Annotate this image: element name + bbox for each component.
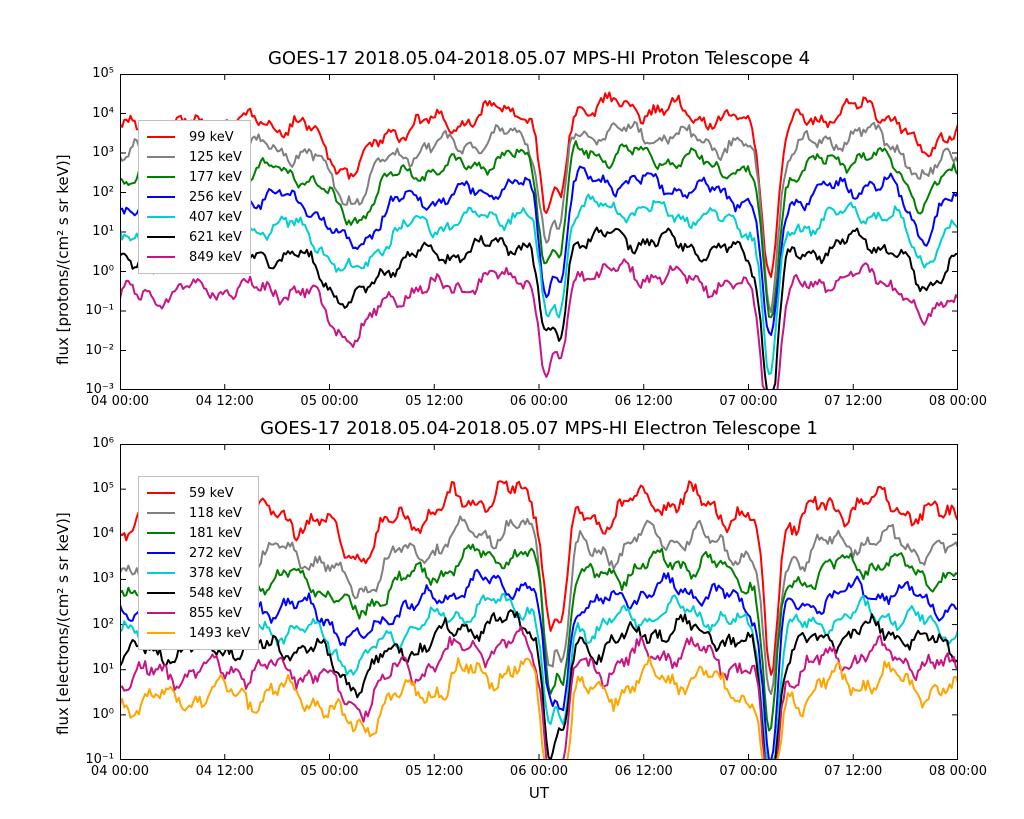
- legend-item: 849 keV: [147, 247, 242, 267]
- ytick-label: 10⁻¹: [72, 303, 114, 318]
- proton-panel: GOES-17 2018.05.04-2018.05.07 MPS-HI Pro…: [120, 74, 958, 390]
- legend-label: 256 keV: [189, 190, 242, 205]
- legend-label: 1493 keV: [189, 626, 250, 641]
- proton-ylabel: flux [protons/(cm² s sr keV)]: [54, 154, 72, 365]
- legend-swatch: [147, 176, 175, 178]
- legend-item: 621 keV: [147, 227, 242, 247]
- legend-item: 99 keV: [147, 127, 242, 147]
- xtick-label: 07 00:00: [709, 394, 789, 409]
- ytick-label: 10⁵: [72, 66, 114, 81]
- legend-swatch: [147, 592, 175, 594]
- legend-item: 855 keV: [147, 603, 250, 623]
- ytick-label: 10⁻²: [72, 343, 114, 358]
- ytick-label: 10⁰: [72, 707, 114, 722]
- figure: GOES-17 2018.05.04-2018.05.07 MPS-HI Pro…: [0, 0, 1024, 819]
- electron-legend: 59 keV 118 keV 181 keV 272 keV 378 keV 548 ke…: [138, 476, 259, 650]
- ytick-label: 10⁰: [72, 264, 114, 279]
- xtick-label: 06 00:00: [499, 394, 579, 409]
- ytick-label: 10⁵: [72, 481, 114, 496]
- ytick-label: 10²: [72, 185, 114, 200]
- series-line: [120, 259, 958, 390]
- ytick-label: 10¹: [72, 224, 114, 239]
- legend-item: 378 keV: [147, 563, 250, 583]
- legend-item: 125 keV: [147, 147, 242, 167]
- ytick-label: 10³: [72, 571, 114, 586]
- xtick-label: 05 12:00: [394, 764, 474, 779]
- legend-item: 181 keV: [147, 523, 250, 543]
- xtick-label: 08 00:00: [918, 394, 998, 409]
- xtick-label: 04 00:00: [80, 394, 160, 409]
- legend-swatch: [147, 572, 175, 574]
- legend-item: 407 keV: [147, 207, 242, 227]
- legend-item: 118 keV: [147, 503, 250, 523]
- ytick-label: 10⁴: [72, 526, 114, 541]
- ytick-label: 10³: [72, 145, 114, 160]
- proton-title: GOES-17 2018.05.04-2018.05.07 MPS-HI Pro…: [120, 48, 958, 69]
- ytick-label: 10¹: [72, 662, 114, 677]
- legend-label: 59 keV: [189, 486, 234, 501]
- electron-title: GOES-17 2018.05.04-2018.05.07 MPS-HI Ele…: [120, 418, 958, 439]
- xtick-label: 04 12:00: [185, 394, 265, 409]
- legend-label: 99 keV: [189, 130, 234, 145]
- electron-panel: GOES-17 2018.05.04-2018.05.07 MPS-HI Ele…: [120, 444, 958, 760]
- xtick-label: 06 12:00: [604, 394, 684, 409]
- xtick-label: 08 00:00: [918, 764, 998, 779]
- legend-item: 256 keV: [147, 187, 242, 207]
- legend-label: 125 keV: [189, 150, 242, 165]
- legend-swatch: [147, 196, 175, 198]
- legend-swatch: [147, 552, 175, 554]
- series-line: [120, 657, 958, 760]
- legend-swatch: [147, 612, 175, 614]
- xtick-label: 06 12:00: [604, 764, 684, 779]
- xtick-label: 07 00:00: [709, 764, 789, 779]
- xtick-label: 04 00:00: [80, 764, 160, 779]
- legend-label: 621 keV: [189, 230, 242, 245]
- xtick-label: 05 00:00: [290, 394, 370, 409]
- legend-label: 118 keV: [189, 506, 242, 521]
- legend-swatch: [147, 256, 175, 258]
- legend-swatch: [147, 136, 175, 138]
- legend-label: 855 keV: [189, 606, 242, 621]
- legend-swatch: [147, 236, 175, 238]
- legend-label: 181 keV: [189, 526, 242, 541]
- xtick-label: 07 12:00: [813, 394, 893, 409]
- legend-item: 177 keV: [147, 167, 242, 187]
- legend-swatch: [147, 492, 175, 494]
- ytick-label: 10⁶: [72, 436, 114, 451]
- legend-label: 177 keV: [189, 170, 242, 185]
- legend-swatch: [147, 512, 175, 514]
- legend-label: 548 keV: [189, 586, 242, 601]
- legend-swatch: [147, 632, 175, 634]
- legend-swatch: [147, 156, 175, 158]
- xtick-label: 05 12:00: [394, 394, 474, 409]
- legend-item: 548 keV: [147, 583, 250, 603]
- xtick-label: 07 12:00: [813, 764, 893, 779]
- xaxis-label: UT: [120, 784, 958, 802]
- electron-ylabel: flux [electrons/(cm² s sr keV)]: [54, 512, 72, 735]
- legend-swatch: [147, 532, 175, 534]
- ytick-label: 10⁴: [72, 106, 114, 121]
- ytick-label: 10²: [72, 617, 114, 632]
- proton-legend: 99 keV 125 keV 177 keV 256 keV 407 keV 621 ke…: [138, 120, 251, 274]
- legend-swatch: [147, 216, 175, 218]
- legend-label: 407 keV: [189, 210, 242, 225]
- legend-label: 378 keV: [189, 566, 242, 581]
- xtick-label: 04 12:00: [185, 764, 265, 779]
- xtick-label: 05 00:00: [290, 764, 370, 779]
- legend-label: 272 keV: [189, 546, 242, 561]
- legend-item: 272 keV: [147, 543, 250, 563]
- legend-item: 59 keV: [147, 483, 250, 503]
- xtick-label: 06 00:00: [499, 764, 579, 779]
- legend-item: 1493 keV: [147, 623, 250, 643]
- legend-label: 849 keV: [189, 250, 242, 265]
